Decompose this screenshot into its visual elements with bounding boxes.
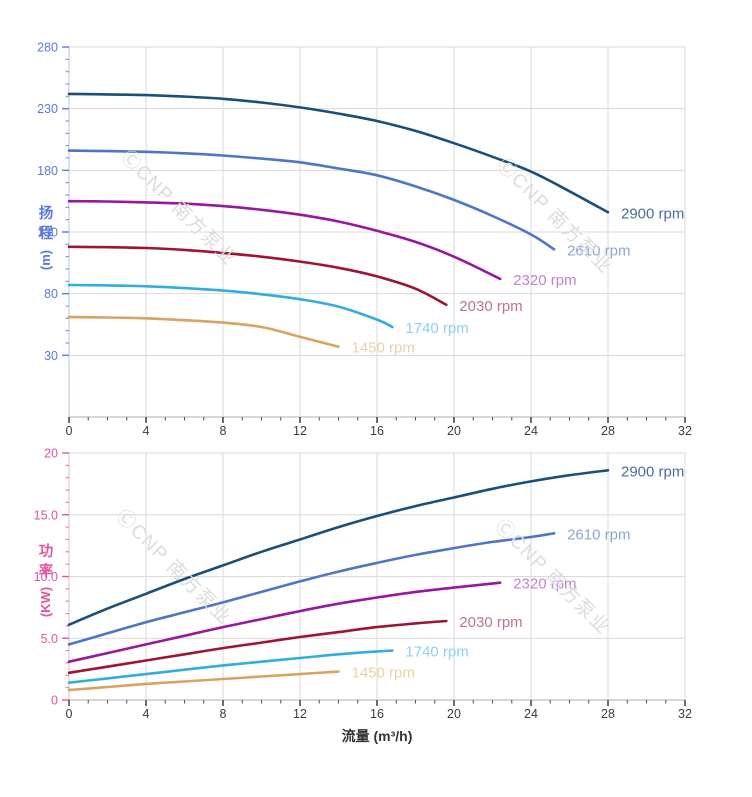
head-chart: 30 80 130 180 230 280 0 4 8 12 16 20 24 28 32 扬程 (m) 2900… — [37, 41, 692, 439]
series-label-2610-rpm: 2610 rpm — [567, 526, 630, 543]
y-tick-label: 20 — [44, 447, 58, 461]
y-tick-label: 5.0 — [41, 632, 58, 646]
x-tick-label: 20 — [447, 707, 461, 721]
x-tick-label: 28 — [601, 424, 615, 438]
series-label-2030-rpm: 2030 rpm — [459, 614, 522, 631]
y-axis-title-char: 扬 — [39, 204, 54, 222]
head-gridlines — [69, 46, 686, 417]
power-y-axis-title: 功率 (KW) — [38, 543, 54, 617]
series-label-1740-rpm: 1740 rpm — [405, 644, 468, 661]
x-tick-label: 0 — [66, 424, 73, 438]
x-tick-label: 28 — [601, 707, 615, 721]
x-tick-label: 0 — [66, 707, 73, 721]
y-tick-label: 130 — [37, 226, 58, 240]
y-axis-title-char: 程 — [39, 225, 54, 242]
y-tick-label: 230 — [37, 102, 58, 116]
y-tick-label: 0 — [51, 694, 58, 708]
curve-2320-rpm-head — [67, 199, 502, 281]
x-tick-label: 24 — [524, 707, 538, 721]
series-label-2900-rpm: 2900 rpm — [621, 463, 684, 480]
y-tick-label: 15.0 — [34, 508, 58, 522]
curve-1740-rpm-power — [67, 649, 394, 684]
x-tick-label: 8 — [220, 707, 227, 721]
x-tick-label: 24 — [524, 424, 538, 438]
curve-2900-rpm-head — [67, 92, 610, 214]
curve-2610-rpm-head — [67, 149, 556, 251]
x-tick-label: 16 — [370, 424, 384, 438]
x-tick-label: 8 — [220, 424, 227, 438]
series-label-1450-rpm: 1450 rpm — [352, 340, 415, 357]
power-chart: 0 5.0 10.0 15.0 20 0 4 8 12 16 20 24 28 32 流量 (m³/h) 功率… — [34, 447, 692, 745]
curve-1450-rpm-power — [67, 670, 340, 692]
y-tick-label: 80 — [44, 287, 58, 301]
head-y-axis-title: 扬程 (m) — [38, 204, 54, 270]
curve-2900-rpm-power — [67, 469, 610, 626]
x-tick-label: 20 — [447, 424, 461, 438]
curve-2610-rpm-power — [67, 532, 556, 646]
y-tick-label: 10.0 — [34, 570, 58, 584]
x-tick-label: 32 — [678, 707, 692, 721]
curve-1450-rpm-head — [67, 315, 340, 348]
y-tick-label: 280 — [37, 41, 58, 55]
y-axis-title-char: 功 — [39, 543, 54, 560]
x-tick-label: 32 — [678, 424, 692, 438]
curve-2320-rpm-power — [67, 581, 502, 663]
y-axis-title-unit: (KW) — [38, 587, 53, 617]
y-axis-title-char: 率 — [39, 562, 54, 580]
series-label-2900-rpm: 2900 rpm — [621, 205, 684, 222]
series-label-2320-rpm: 2320 rpm — [513, 272, 576, 289]
series-label-1450-rpm: 1450 rpm — [352, 665, 415, 682]
series-label-2030-rpm: 2030 rpm — [459, 298, 522, 315]
y-tick-label: 30 — [44, 349, 58, 363]
power-gridlines — [69, 452, 686, 700]
watermark-text: ⒸCNP 南方泵业 — [492, 154, 616, 278]
x-axis-title: 流量 (m³/h) — [342, 728, 413, 744]
x-tick-label: 12 — [293, 707, 307, 721]
curve-1740-rpm-head — [67, 283, 394, 329]
watermark-text: ⒸCNP 南方泵业 — [116, 146, 240, 270]
curve-2030-rpm-power — [67, 619, 448, 675]
x-tick-label: 16 — [370, 707, 384, 721]
x-tick-label: 4 — [143, 424, 150, 438]
x-tick-label: 4 — [143, 707, 150, 721]
y-axis-title-unit: (m) — [38, 250, 53, 270]
series-label-2610-rpm: 2610 rpm — [567, 242, 630, 259]
y-tick-label: 180 — [37, 164, 58, 178]
series-label-2320-rpm: 2320 rpm — [513, 576, 576, 593]
series-label-1740-rpm: 1740 rpm — [405, 320, 468, 337]
x-tick-label: 12 — [293, 424, 307, 438]
curve-2030-rpm-head — [67, 245, 448, 307]
